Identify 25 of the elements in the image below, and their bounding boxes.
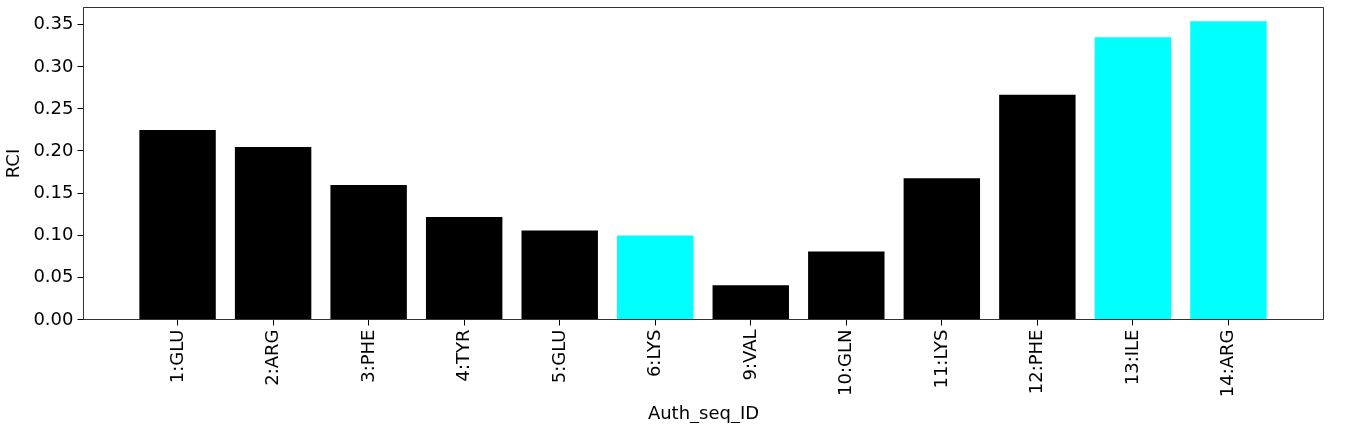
x-tick-label: 12:PHE (1025, 329, 1047, 395)
bar (1190, 21, 1267, 319)
y-tick-label: 0.30 (33, 54, 74, 76)
y-tick-label: 0.25 (33, 96, 74, 118)
y-tick-label: 0.05 (33, 265, 74, 287)
x-tick-label: 5:GLU (547, 329, 569, 384)
y-tick-label: 0.10 (33, 223, 74, 245)
y-tick-label: 0.00 (33, 307, 74, 329)
y-axis-title: RCI (2, 148, 24, 179)
y-tick-label: 0.35 (33, 12, 74, 34)
x-tick-label: 13:ILE (1120, 329, 1142, 386)
x-tick-label: 3:PHE (356, 329, 378, 383)
x-tick-label: 4:TYR (452, 329, 474, 382)
bar (1094, 37, 1172, 319)
y-tick-label: 0.15 (33, 181, 74, 203)
x-tick-label: 1:GLU (165, 329, 187, 384)
x-tick-label: 9:VAL (738, 329, 760, 381)
x-tick-label: 14:ARG (1216, 329, 1238, 398)
x-tick-label: 11:LYS (929, 329, 951, 389)
x-tick-label: 2:ARG (261, 329, 283, 386)
x-tick-label: 6:LYS (643, 329, 665, 378)
x-tick-label: 10:GLN (834, 329, 856, 396)
bar (617, 235, 694, 319)
x-axis-title: Auth_seq_ID (647, 402, 760, 425)
y-tick-label: 0.20 (33, 138, 74, 160)
